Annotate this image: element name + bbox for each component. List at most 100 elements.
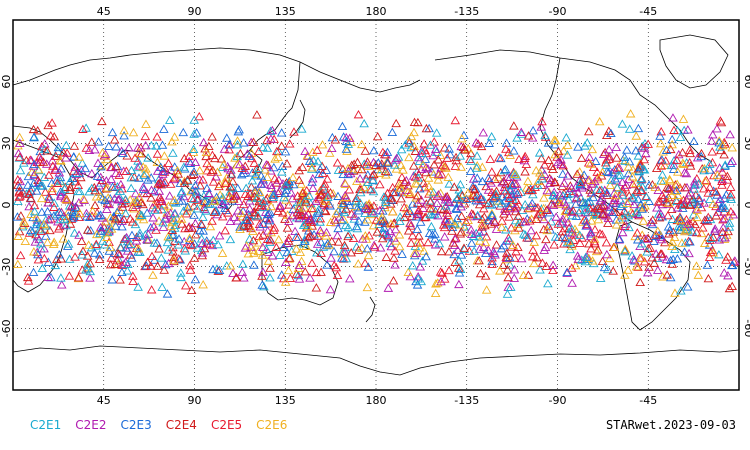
- observation-triangle: [55, 214, 66, 224]
- observation-triangle: [546, 199, 557, 208]
- observation-triangle: [26, 183, 37, 192]
- observation-triangle: [432, 198, 442, 207]
- observation-triangle: [304, 191, 315, 200]
- observation-triangle: [282, 247, 293, 257]
- observation-triangle: [615, 195, 626, 204]
- observation-triangle: [592, 167, 602, 176]
- observation-triangle: [317, 140, 328, 149]
- observation-triangle: [663, 222, 674, 231]
- observation-triangle: [49, 132, 60, 141]
- observation-triangle: [116, 179, 126, 189]
- observation-triangle: [298, 220, 309, 229]
- observation-triangle: [706, 136, 717, 145]
- observation-triangle: [375, 243, 386, 252]
- observation-triangle: [343, 139, 354, 148]
- observation-triangle: [90, 200, 100, 210]
- observation-triangle: [719, 268, 729, 277]
- observation-triangle: [714, 249, 724, 259]
- observation-triangle: [450, 161, 461, 170]
- observation-triangle: [189, 253, 200, 262]
- observation-triangle: [650, 182, 660, 191]
- observation-triangle: [452, 204, 462, 213]
- observation-triangle: [595, 273, 606, 282]
- observation-triangle: [81, 265, 91, 274]
- observation-triangle: [332, 270, 343, 279]
- observation-triangle: [285, 273, 296, 283]
- observation-triangle: [537, 174, 547, 183]
- observation-triangle: [421, 162, 431, 172]
- observation-triangle: [168, 148, 178, 157]
- lat-tick-right: 30: [742, 136, 750, 150]
- observation-triangle: [670, 288, 680, 297]
- observation-triangle: [242, 149, 253, 158]
- observation-triangle: [603, 167, 614, 176]
- observation-triangle: [316, 267, 326, 276]
- observation-triangle: [29, 178, 39, 187]
- observation-triangle: [454, 268, 465, 277]
- observation-triangle: [249, 208, 260, 217]
- observation-triangle: [313, 208, 324, 217]
- observation-triangle: [495, 266, 505, 275]
- observation-triangle: [723, 270, 733, 280]
- observation-triangle: [28, 267, 39, 277]
- observation-triangle: [578, 197, 588, 206]
- observation-triangle: [413, 117, 423, 127]
- observation-triangle: [357, 139, 367, 149]
- observation-triangle: [47, 183, 57, 193]
- observation-triangle: [379, 223, 389, 232]
- observation-triangle: [216, 154, 227, 163]
- observation-triangle: [391, 164, 402, 173]
- observation-triangle: [226, 165, 236, 174]
- observation-triangle: [80, 163, 91, 173]
- observation-triangle: [550, 140, 560, 149]
- observation-triangle: [660, 237, 670, 247]
- observation-triangle: [324, 148, 335, 157]
- observation-triangle: [619, 152, 630, 161]
- observation-triangle: [234, 159, 245, 169]
- observation-triangle: [129, 172, 140, 181]
- observation-triangle: [238, 138, 249, 147]
- observation-triangle: [425, 209, 435, 219]
- observation-triangle: [475, 268, 486, 278]
- observation-triangle: [514, 154, 524, 163]
- observation-triangle: [602, 188, 612, 197]
- observation-triangle: [528, 189, 538, 199]
- observation-triangle: [435, 188, 446, 197]
- observation-triangle: [378, 228, 388, 238]
- observation-triangle: [678, 200, 689, 209]
- observation-triangle: [566, 228, 577, 237]
- observation-triangle: [39, 144, 50, 154]
- observation-triangle: [322, 174, 333, 183]
- observation-triangle: [705, 182, 715, 192]
- observation-triangle: [454, 279, 464, 289]
- observation-triangle: [456, 250, 467, 259]
- observation-triangle: [575, 238, 585, 247]
- observation-triangle: [682, 282, 693, 291]
- observation-triangle: [341, 144, 352, 153]
- observation-triangle: [53, 224, 64, 233]
- observation-triangle: [184, 151, 194, 160]
- observation-triangle: [653, 226, 663, 235]
- observation-triangle: [523, 131, 534, 140]
- observation-triangle: [281, 195, 291, 204]
- observation-triangle: [466, 238, 477, 247]
- observation-triangle: [184, 235, 195, 244]
- observation-triangle: [576, 153, 587, 162]
- observation-triangle: [418, 203, 428, 212]
- observation-triangle: [548, 265, 558, 275]
- lat-tick-left: 0: [0, 202, 13, 209]
- observation-triangle: [450, 257, 460, 266]
- observation-triangle: [205, 199, 216, 208]
- observation-triangle: [434, 238, 445, 248]
- observation-triangle: [669, 155, 679, 165]
- observation-triangle: [105, 213, 116, 222]
- observation-triangle: [719, 150, 729, 159]
- observation-triangle: [132, 162, 143, 172]
- observation-triangle: [106, 253, 117, 262]
- observation-triangle: [130, 188, 141, 198]
- observation-triangle: [148, 213, 158, 222]
- observation-triangle: [294, 175, 305, 184]
- observation-triangle: [621, 180, 632, 189]
- observation-triangle: [33, 255, 44, 264]
- observation-triangle: [395, 183, 405, 192]
